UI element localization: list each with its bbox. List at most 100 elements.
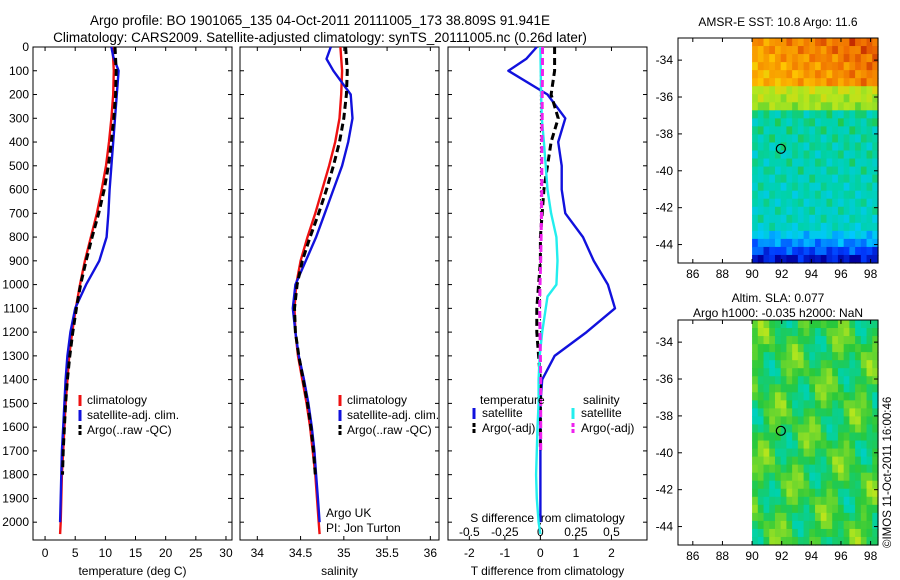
heatmap-cell — [797, 230, 805, 240]
heatmap-cell — [774, 238, 782, 248]
heatmap-cell — [780, 54, 788, 63]
heatmap-cell — [872, 246, 879, 256]
heatmap-cell — [786, 384, 793, 393]
heatmap-cell — [820, 206, 828, 216]
heatmap-cell — [820, 344, 828, 353]
heatmap-cell — [757, 488, 765, 498]
heatmap-cell — [774, 206, 782, 216]
secondary-x-tick-label: -0.5 — [459, 525, 480, 539]
heatmap-cell — [820, 424, 828, 434]
heatmap-cell — [826, 94, 833, 103]
heatmap-cell — [855, 320, 862, 329]
heatmap-cell — [757, 480, 765, 490]
heatmap-cell — [786, 320, 793, 329]
heatmap-cell — [797, 504, 805, 514]
heatmap-cell — [849, 352, 856, 361]
heatmap-cell — [860, 118, 868, 127]
heatmap-cell — [849, 70, 856, 79]
heatmap-cell — [860, 408, 868, 418]
heatmap-cell — [820, 408, 828, 418]
heatmap-cell — [792, 102, 799, 111]
heatmap-cell — [832, 54, 839, 63]
heatmap-cell — [780, 368, 788, 377]
heatmap-cell — [837, 222, 845, 232]
heatmap-cell — [809, 320, 816, 329]
heatmap-cell — [809, 536, 816, 546]
heatmap-cell — [860, 46, 868, 55]
heatmap-cell — [757, 246, 765, 256]
heatmap-cell — [780, 214, 788, 224]
heatmap-cell — [792, 392, 799, 401]
heatmap-cell — [757, 182, 765, 192]
legend-label: Argo(-adj) — [482, 421, 535, 435]
heatmap-cell — [763, 400, 770, 409]
heatmap-cell — [820, 496, 828, 506]
heatmap-cell — [774, 504, 782, 514]
heatmap-cell — [860, 222, 868, 232]
heatmap-cell — [757, 424, 765, 434]
heatmap-cell — [809, 480, 816, 490]
heatmap-cell — [786, 254, 793, 264]
heatmap-cell — [809, 150, 816, 160]
plot-frame — [32, 46, 233, 541]
heatmap-cell — [803, 400, 810, 409]
heatmap-cell — [849, 238, 856, 248]
heatmap-cell — [780, 150, 788, 160]
heatmap-cell — [820, 78, 828, 87]
heatmap-cell — [752, 488, 759, 498]
heatmap-cell — [815, 190, 822, 200]
heatmap-cell — [832, 400, 839, 409]
heatmap-cell — [786, 448, 793, 458]
heatmap-cell — [809, 214, 816, 224]
heatmap-cell — [774, 86, 782, 95]
heatmap-cell — [763, 238, 770, 248]
heatmap-cell — [826, 118, 833, 127]
heatmap-cell — [763, 102, 770, 111]
heatmap-cell — [843, 62, 850, 71]
heatmap-cell — [872, 440, 879, 450]
heatmap-cell — [780, 536, 788, 546]
heatmap-cell — [832, 512, 839, 522]
heatmap-cell — [809, 400, 816, 409]
x-tick-label: 35 — [337, 546, 351, 560]
y-tick-label: 1800 — [2, 468, 29, 482]
heatmap-cell — [837, 504, 845, 514]
heatmap-cell — [837, 320, 845, 329]
heatmap-cell — [826, 496, 833, 506]
heatmap-cell — [837, 440, 845, 450]
heatmap-cell — [757, 102, 765, 111]
heatmap-cell — [843, 166, 850, 176]
heatmap-cell — [792, 472, 799, 482]
heatmap-cell — [809, 432, 816, 442]
heatmap-cell — [803, 214, 810, 224]
heatmap-cell — [763, 344, 770, 353]
heatmap-cell — [837, 480, 845, 490]
heatmap-cell — [757, 456, 765, 466]
heatmap-cell — [849, 536, 856, 546]
heatmap-cell — [872, 190, 879, 200]
heatmap-cell — [803, 336, 810, 345]
heatmap-cell — [809, 408, 816, 418]
heatmap-cell — [832, 206, 839, 216]
heatmap-cell — [763, 214, 770, 224]
heatmap-cell — [792, 174, 799, 184]
heatmap-cell — [774, 246, 782, 256]
heatmap-cell — [843, 126, 850, 136]
heatmap-cell — [803, 424, 810, 434]
imos-credit: ©IMOS 11-Oct-2011 16:00:46 — [882, 397, 894, 548]
heatmap-cell — [774, 230, 782, 240]
heatmap-cell — [855, 254, 862, 264]
heatmap-cell — [826, 320, 833, 329]
heatmap-cell — [826, 408, 833, 418]
heatmap-cell — [849, 464, 856, 474]
heatmap-cell — [837, 166, 845, 176]
heatmap-cell — [780, 384, 788, 393]
heatmap-cell — [792, 78, 799, 87]
heatmap-cell — [820, 190, 828, 200]
heatmap-cell — [769, 222, 776, 232]
heatmap-cell — [843, 480, 850, 490]
annotation-text: PI: Jon Turton — [326, 521, 401, 535]
heatmap-cell — [803, 126, 810, 136]
heatmap-cell — [832, 416, 839, 426]
heatmap-cell — [752, 230, 759, 240]
